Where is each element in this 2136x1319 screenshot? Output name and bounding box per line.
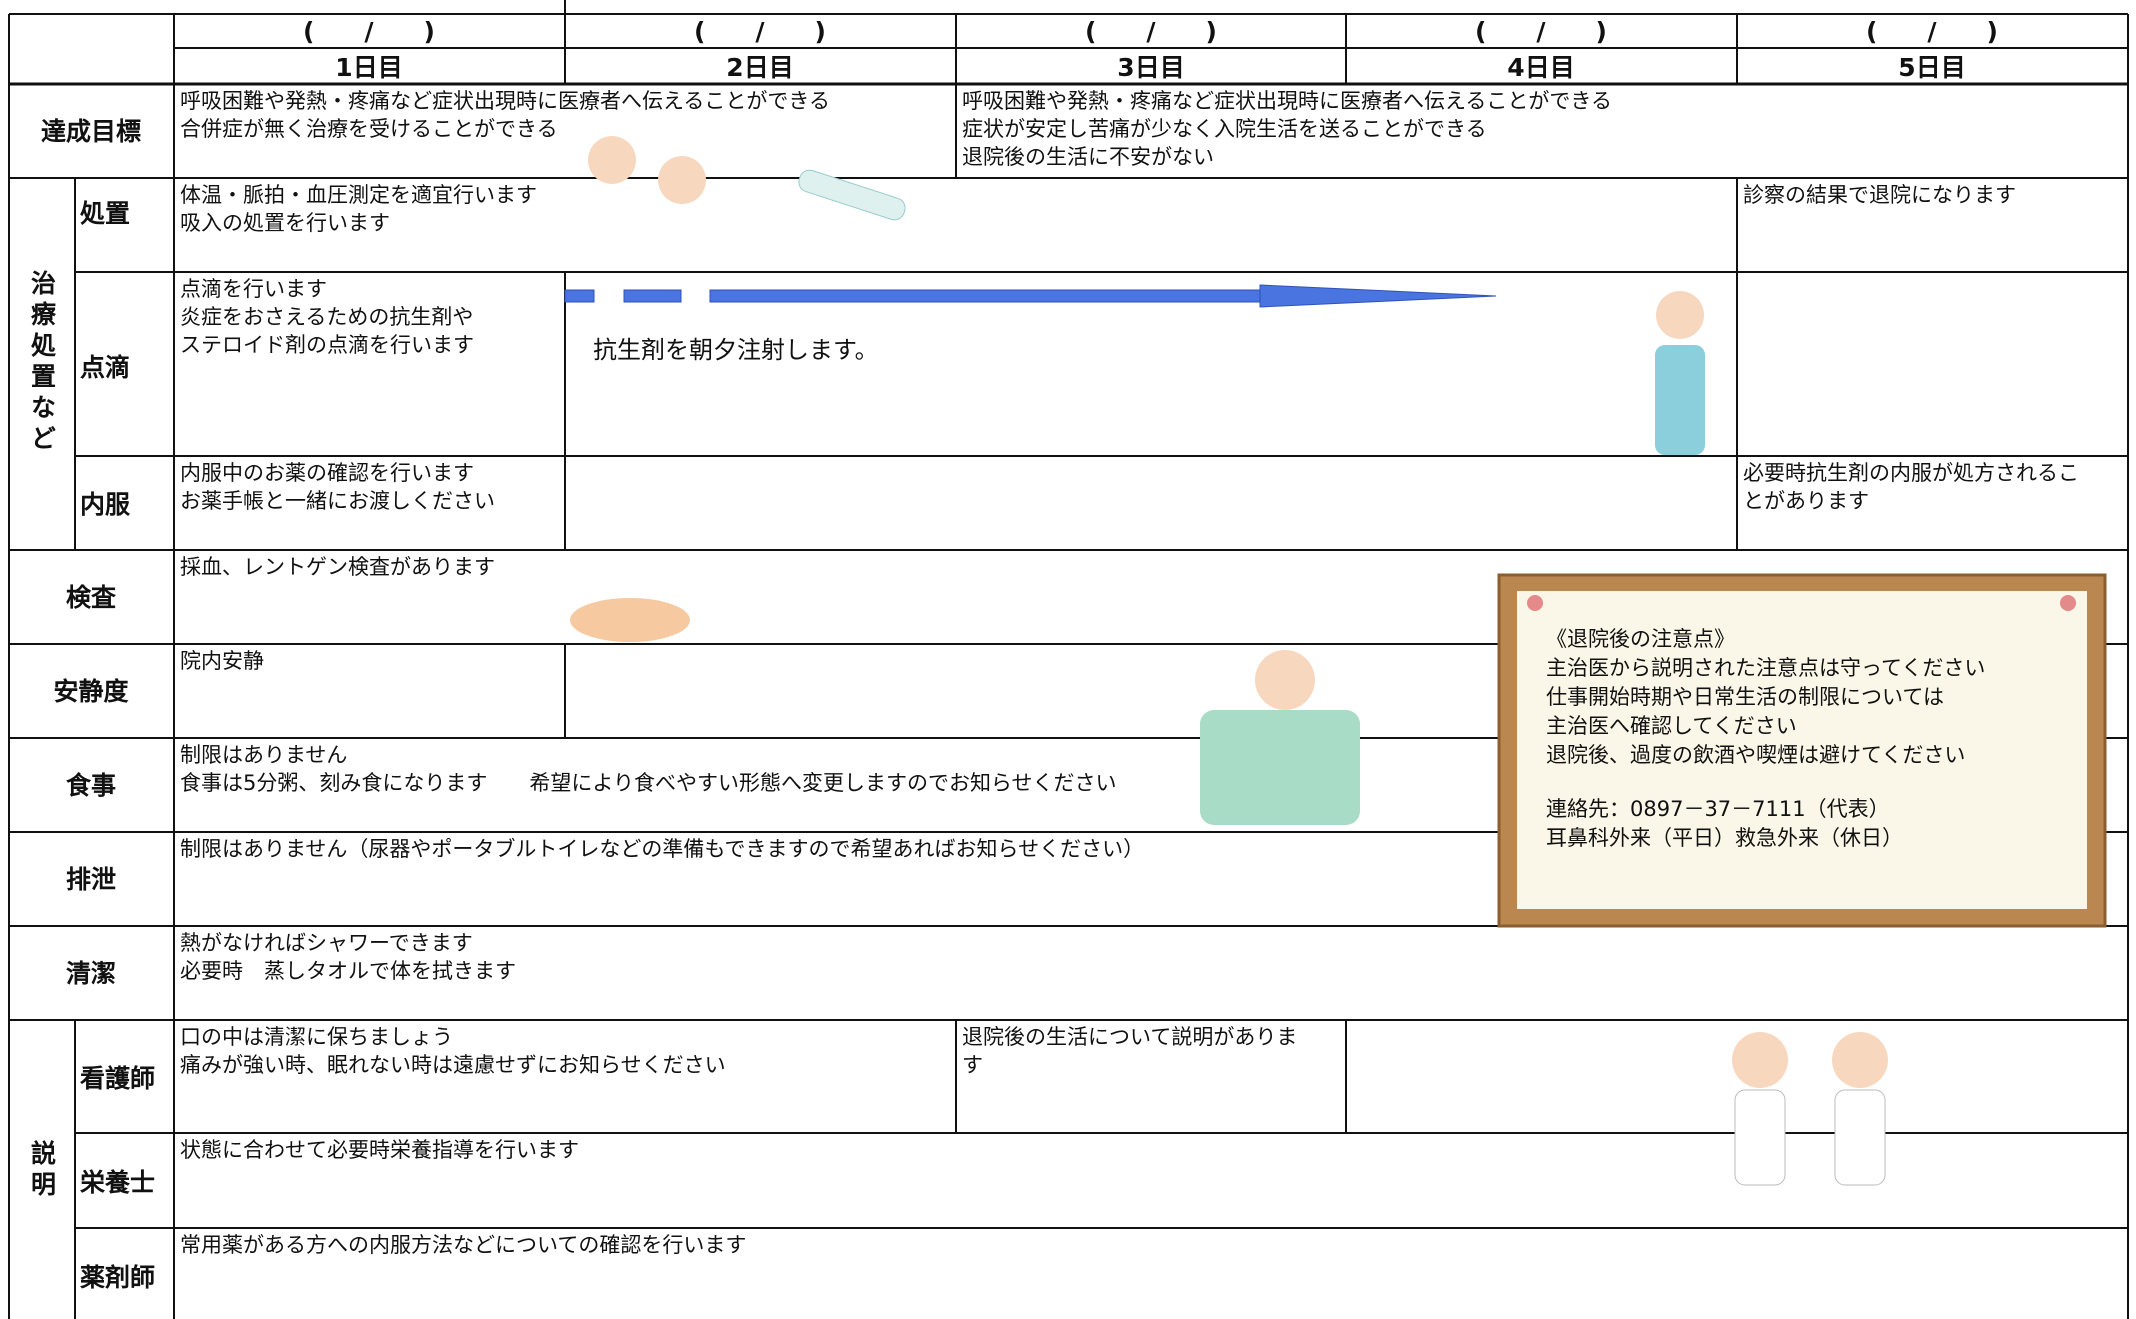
cell-text: 院内安静 bbox=[180, 649, 264, 673]
cell-text: 熱がなければシャワーできます bbox=[180, 931, 473, 955]
cell-text: 呼吸困難や発熱・疼痛など症状出現時に医療者へ伝えることができる bbox=[180, 89, 830, 113]
group-label: 治療処置など bbox=[28, 269, 57, 456]
cell-text: 内服中のお薬の確認を行います bbox=[180, 461, 474, 485]
day-label: 4日目 bbox=[1507, 53, 1574, 82]
cell-text: 点滴を行います bbox=[180, 277, 327, 301]
cell-text: 必要時抗生剤の内服が処方されるこ bbox=[1743, 461, 2079, 485]
cell-text: 炎症をおさえるための抗生剤や bbox=[180, 305, 473, 329]
cell-text: 制限はありません（尿器やポータブルトイレなどの準備もできますので希望あればお知ら… bbox=[180, 837, 1144, 861]
date-cell: ( / ) bbox=[1475, 17, 1607, 46]
cell-text: ステロイド剤の点滴を行います bbox=[180, 333, 474, 357]
notice-text: 主治医から説明された注意点は守ってください bbox=[1546, 656, 1985, 680]
cell-text: 口の中は清潔に保ちましょう bbox=[180, 1025, 453, 1049]
notice-contact: 耳鼻科外来（平日）救急外来（休日） bbox=[1546, 826, 1903, 850]
date-cell: ( / ) bbox=[1866, 17, 1998, 46]
cell-text: 合併症が無く治療を受けることができる bbox=[180, 117, 558, 141]
day-label: 5日目 bbox=[1898, 53, 1965, 82]
cell-text: す bbox=[962, 1053, 983, 1077]
drip-note: 抗生剤を朝夕注射します。 bbox=[593, 336, 879, 364]
date-cell: ( / ) bbox=[1085, 17, 1217, 46]
cell-text: 食事は5分粥、刻み食になります 希望により食べやすい形態へ変更しますのでお知らせ… bbox=[180, 771, 1117, 795]
day-label: 2日目 bbox=[726, 53, 793, 82]
cell-text: 診察の結果で退院になります bbox=[1743, 183, 2016, 207]
date-cell: ( / ) bbox=[694, 17, 826, 46]
cell-text: お薬手帳と一緒にお渡しください bbox=[180, 489, 495, 513]
day-label: 3日目 bbox=[1117, 53, 1184, 82]
cell-text: 常用薬がある方への内服方法などについての確認を行います bbox=[180, 1233, 746, 1257]
cell-text: 呼吸困難や発熱・疼痛など症状出現時に医療者へ伝えることができる bbox=[962, 89, 1612, 113]
date-cell: ( / ) bbox=[303, 17, 435, 46]
notice-board bbox=[1497, 573, 2107, 928]
drip-arrow bbox=[564, 284, 1497, 308]
cell-text: 体温・脈拍・血圧測定を適宜行います bbox=[180, 183, 537, 207]
row-label: 薬剤師 bbox=[80, 1263, 155, 1292]
notice-text: 仕事開始時期や日常生活の制限については bbox=[1546, 685, 1944, 709]
cell-text: 必要時 蒸しタオルで体を拭きます bbox=[180, 959, 516, 983]
cell-text: 採血、レントゲン検査があります bbox=[180, 555, 495, 579]
row-label: 検査 bbox=[66, 583, 116, 612]
illustrations bbox=[570, 136, 1888, 1186]
row-label: 食事 bbox=[66, 771, 116, 800]
row-label: 安静度 bbox=[53, 677, 128, 706]
row-label: 達成目標 bbox=[41, 117, 141, 146]
notice-text: 《退院後の注意点》 bbox=[1546, 627, 1735, 651]
row-label: 栄養士 bbox=[79, 1168, 155, 1197]
row-label: 処置 bbox=[80, 199, 130, 228]
cell-text: 制限はありません bbox=[180, 743, 347, 767]
row-label: 看護師 bbox=[80, 1064, 155, 1093]
row-label: 内服 bbox=[80, 490, 131, 519]
notice-text: 主治医へ確認してください bbox=[1546, 714, 1797, 738]
group-label: 説明 bbox=[28, 1139, 57, 1202]
cell-text: 退院後の生活に不安がない bbox=[962, 145, 1214, 169]
cell-text: 吸入の処置を行います bbox=[180, 211, 390, 235]
day-label: 1日目 bbox=[335, 53, 402, 82]
cell-text: 状態に合わせて必要時栄養指導を行います bbox=[180, 1138, 579, 1162]
notice-text: 退院後、過度の飲酒や喫煙は避けてください bbox=[1546, 743, 1965, 767]
cell-text: とがあります bbox=[1743, 489, 1869, 513]
cell-text: 痛みが強い時、眠れない時は遠慮せずにお知らせください bbox=[180, 1053, 726, 1077]
notice-contact: 連絡先：0897－37－7111（代表） bbox=[1546, 797, 1890, 821]
cell-text: 退院後の生活について説明がありま bbox=[962, 1025, 1297, 1049]
row-label: 点滴 bbox=[80, 353, 130, 382]
row-label: 排泄 bbox=[66, 865, 116, 894]
row-label: 清潔 bbox=[66, 959, 116, 988]
grid bbox=[8, 0, 2129, 1319]
cell-text: 症状が安定し苦痛が少なく入院生活を送ることができる bbox=[962, 117, 1487, 141]
